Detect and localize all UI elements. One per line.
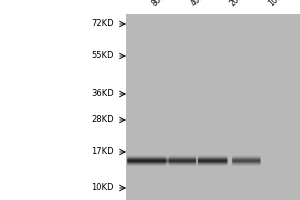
Text: 10KD: 10KD: [92, 184, 114, 192]
Text: 17KD: 17KD: [92, 148, 114, 156]
Text: 55KD: 55KD: [92, 51, 114, 60]
Text: 40ng: 40ng: [189, 0, 209, 8]
Text: 10ng: 10ng: [267, 0, 287, 8]
Text: 20ng: 20ng: [228, 0, 248, 8]
Text: 36KD: 36KD: [91, 90, 114, 98]
Bar: [126, 14, 300, 200]
Text: 80ng: 80ng: [150, 0, 170, 8]
Text: 72KD: 72KD: [92, 20, 114, 28]
Text: 28KD: 28KD: [92, 116, 114, 124]
